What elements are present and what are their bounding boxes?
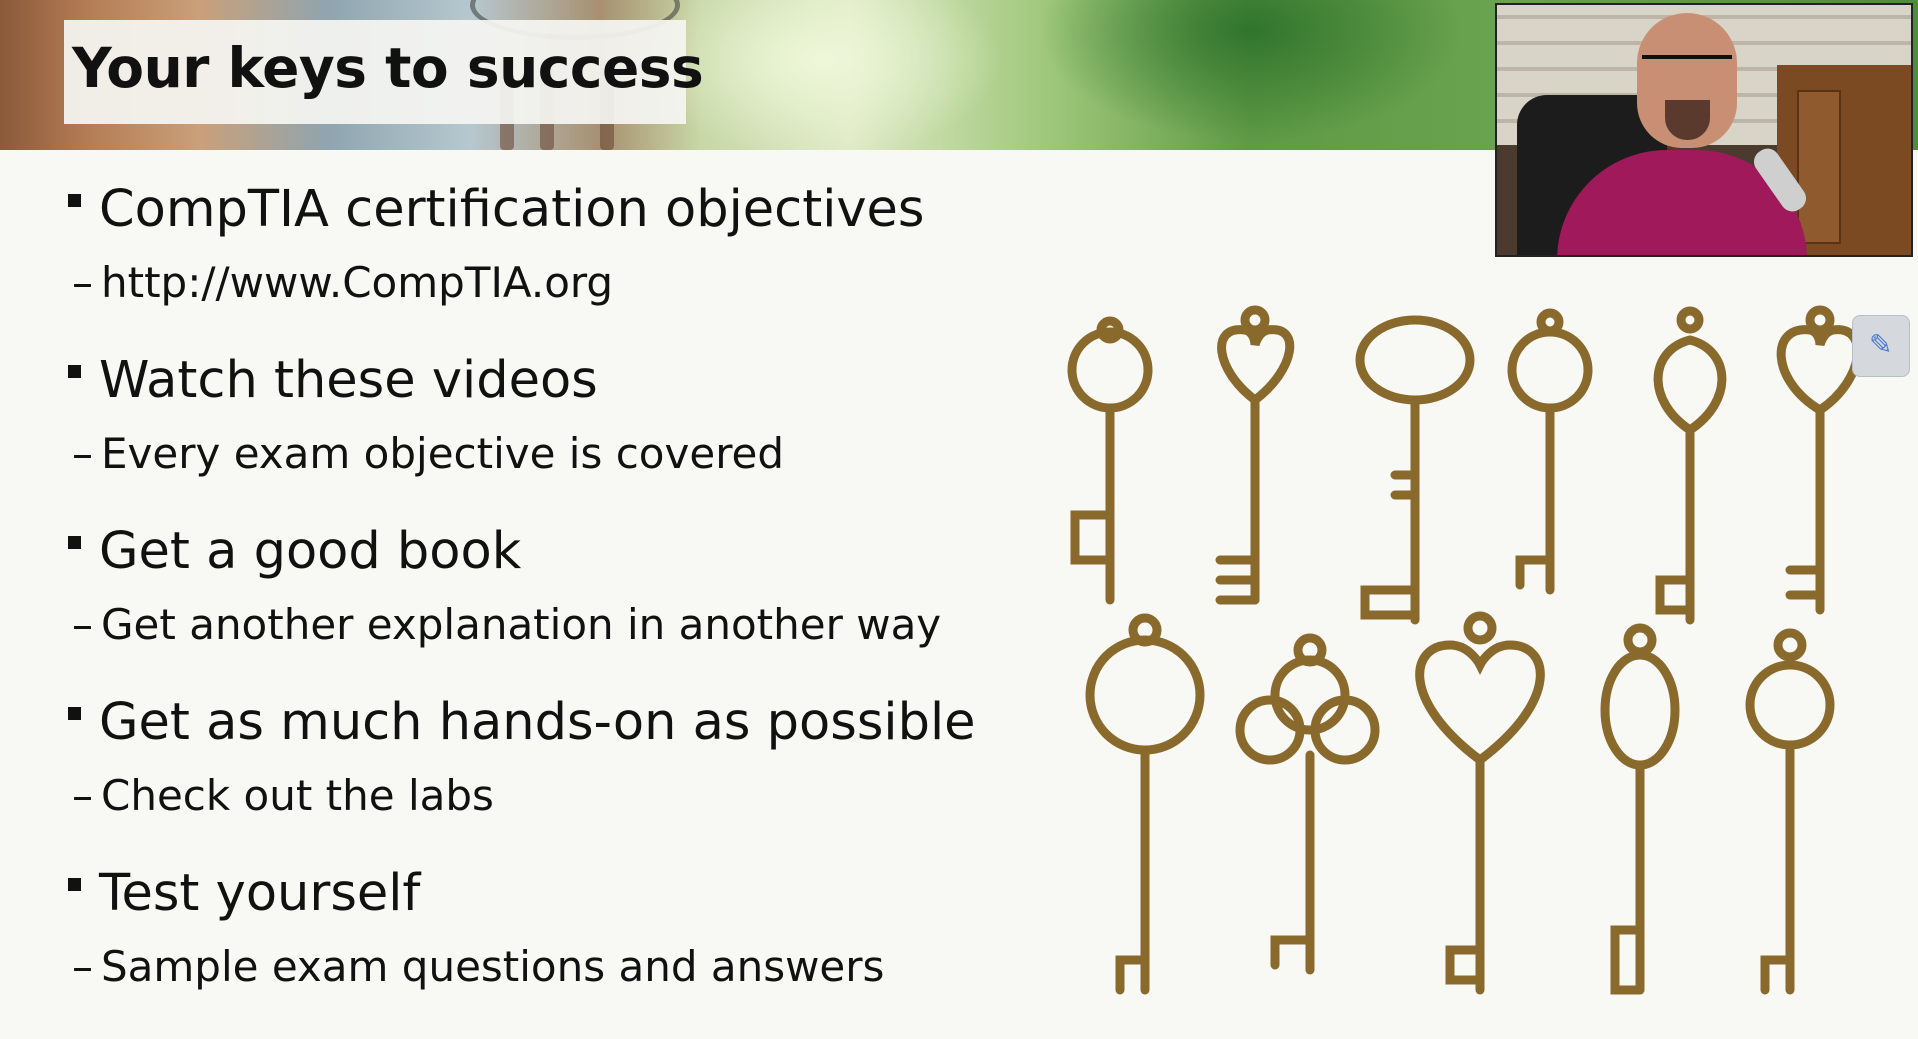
bullet-text: Test yourself [99,864,421,923]
key-icon [1085,613,1205,995]
presenter-webcam-feed [1495,3,1913,257]
side-panel-toggle-button[interactable]: ✎ [1852,315,1910,377]
sub-bullet-item: – http://www.CompTIA.org [72,258,613,307]
key-icon [1745,628,1835,995]
dash-marker: – [72,771,93,820]
slide-title: Your keys to success [72,36,704,100]
bullet-item: Watch these videos [68,351,598,410]
bullet-item: Get as much hands-on as possible [68,693,976,752]
key-icon [1776,305,1863,615]
bullet-item: Test yourself [68,864,420,923]
key-icon [1600,623,1680,995]
sub-bullet-text: http://www.CompTIA.org [101,258,614,307]
bullet-text: Get a good book [99,522,522,581]
presenter-glasses [1642,55,1732,75]
dash-marker: – [72,429,93,478]
bullet-square-icon [68,706,81,720]
key-icon [1653,306,1727,625]
key-icon [1235,633,1380,975]
dash-marker: – [72,258,93,307]
bullet-square-icon [68,535,81,549]
bullet-square-icon [68,364,81,378]
sub-bullet-item: – Check out the labs [72,771,494,820]
webcam-cabinet-door [1797,90,1841,244]
bullet-square-icon [68,193,81,207]
sub-bullet-text: Sample exam questions and answers [101,942,885,991]
bullet-text: CompTIA certification objectives [99,180,925,239]
key-icon [1215,305,1295,605]
bullet-text: Get as much hands-on as possible [99,693,976,752]
dash-marker: – [72,942,93,991]
sub-bullet-text: Every exam objective is covered [101,429,785,478]
key-icon [1507,308,1593,595]
pencil-icon: ✎ [1869,328,1893,361]
bullet-item: Get a good book [68,522,521,581]
bullet-text: Watch these videos [99,351,598,410]
sub-bullet-item: – Get another explanation in another way [72,600,941,649]
sub-bullet-text: Check out the labs [101,771,494,820]
sub-bullet-item: – Every exam objective is covered [72,429,784,478]
key-icon [1415,611,1545,995]
dash-marker: – [72,600,93,649]
title-box [64,20,686,124]
antique-keys-image [1067,305,1863,995]
presenter-beard [1665,100,1710,140]
key-icon [1355,315,1475,625]
sub-bullet-text: Get another explanation in another way [101,600,942,649]
key-icon [1067,316,1153,605]
bullet-square-icon [68,877,81,891]
sub-bullet-item: – Sample exam questions and answers [72,942,884,991]
bullet-item: CompTIA certification objectives [68,180,925,239]
